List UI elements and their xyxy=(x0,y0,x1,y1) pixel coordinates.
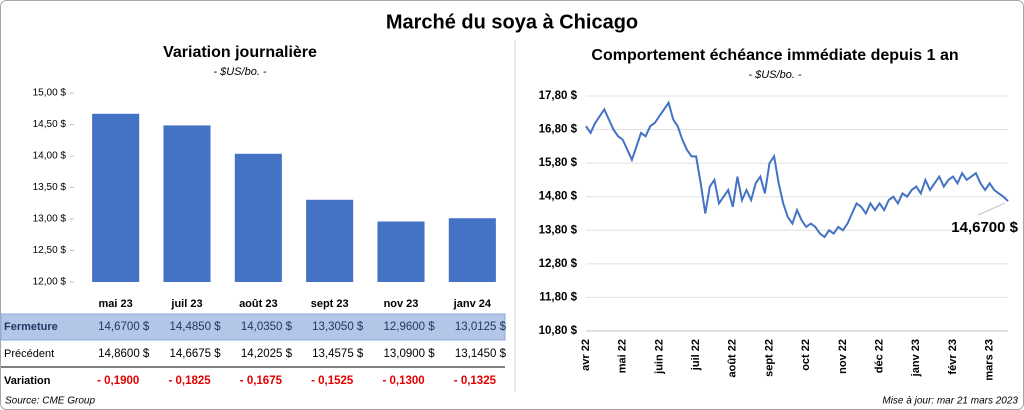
table-cell: 13,1450 $ xyxy=(455,348,507,360)
bar xyxy=(92,113,140,282)
x-tick-label: janv 24 xyxy=(453,298,492,310)
table-cell: 14,6675 $ xyxy=(169,348,221,360)
y-tick-label: 14,50 $ xyxy=(33,119,67,130)
chart-subtitle: - $US/bo. - xyxy=(213,66,267,78)
x-tick-label: mai 23 xyxy=(99,298,133,310)
x-tick-label: août 22 xyxy=(727,339,739,378)
annotation-leader xyxy=(977,202,1006,216)
table-cell: 13,0125 $ xyxy=(455,321,507,333)
line xyxy=(585,100,1009,239)
table-cell: 13,3050 $ xyxy=(312,321,364,333)
table-cell: - 0,1900 xyxy=(97,375,139,387)
chart-title: Comportement échéance immédiate depuis 1… xyxy=(591,47,958,64)
table-cell: - 0,1675 xyxy=(240,375,283,387)
y-tick-label: 12,50 $ xyxy=(33,245,67,256)
bar xyxy=(306,199,354,282)
row-label: Variation xyxy=(4,375,51,387)
x-tick-label: mars 23 xyxy=(984,339,996,381)
x-tick-label: juil 22 xyxy=(690,339,702,371)
table-highlight xyxy=(0,313,506,341)
y-tick-label: 15,00 $ xyxy=(33,88,67,99)
bar xyxy=(234,153,282,282)
table-cell: 13,4575 $ xyxy=(312,348,364,360)
annotation: 14,6700 $ xyxy=(951,219,1018,236)
y-tick-label: 12,00 $ xyxy=(33,277,67,288)
y-tick-label: 16,80 $ xyxy=(539,124,578,136)
x-tick-label: nov 23 xyxy=(384,298,419,310)
y-tick-label: 14,00 $ xyxy=(33,151,67,162)
table-cell: 14,4850 $ xyxy=(169,321,221,333)
x-tick-label: avr 22 xyxy=(580,339,592,371)
x-tick-label: déc 22 xyxy=(873,339,885,373)
y-tick-label: 12,80 $ xyxy=(539,258,578,270)
chart-subtitle: - $US/bo. - xyxy=(748,69,802,81)
table-cell: - 0,1300 xyxy=(382,375,424,387)
bar xyxy=(377,221,425,282)
y-tick-label: 14,80 $ xyxy=(539,191,578,203)
x-tick-label: févr 23 xyxy=(947,339,959,374)
row-label: Fermeture xyxy=(4,321,58,333)
table-cell: - 0,1525 xyxy=(311,375,354,387)
y-tick-label: 15,80 $ xyxy=(539,157,578,169)
x-tick-label: sept 22 xyxy=(763,339,775,377)
table-cell: 13,0900 $ xyxy=(383,348,435,360)
table-cell: - 0,1325 xyxy=(454,375,497,387)
y-tick-label: 13,50 $ xyxy=(33,182,67,193)
x-tick-label: juil 23 xyxy=(170,298,202,310)
bar xyxy=(163,125,211,282)
x-tick-label: juin 22 xyxy=(653,339,665,375)
table-cell: 12,9600 $ xyxy=(383,321,435,333)
table-cell: 14,8600 $ xyxy=(98,348,150,360)
chart-title: Variation journalière xyxy=(163,44,317,61)
x-tick-label: août 23 xyxy=(239,298,278,310)
updated: Mise à jour: mar 21 mars 2023 xyxy=(882,396,1018,407)
y-tick-label: 13,80 $ xyxy=(539,224,578,236)
y-tick-label: 10,80 $ xyxy=(539,325,578,337)
x-tick-label: janv 23 xyxy=(910,339,922,377)
x-tick-label: oct 22 xyxy=(800,339,812,371)
y-tick-label: 17,80 $ xyxy=(539,90,578,102)
x-tick-label: sept 23 xyxy=(311,298,349,310)
y-tick-label: 13,00 $ xyxy=(33,214,67,225)
y-tick-label: 11,80 $ xyxy=(539,291,577,303)
table-cell: 14,6700 $ xyxy=(98,321,150,333)
row-label: Précédent xyxy=(4,348,54,360)
x-tick-label: mai 22 xyxy=(617,339,629,373)
source: Source: CME Group xyxy=(5,396,95,407)
bar xyxy=(448,218,496,282)
page-title: Marché du soya à Chicago xyxy=(386,11,638,33)
table-cell: 14,0350 $ xyxy=(241,321,293,333)
table-cell: 14,2025 $ xyxy=(241,348,293,360)
x-tick-label: nov 22 xyxy=(837,339,849,374)
table-cell: - 0,1825 xyxy=(168,375,211,387)
